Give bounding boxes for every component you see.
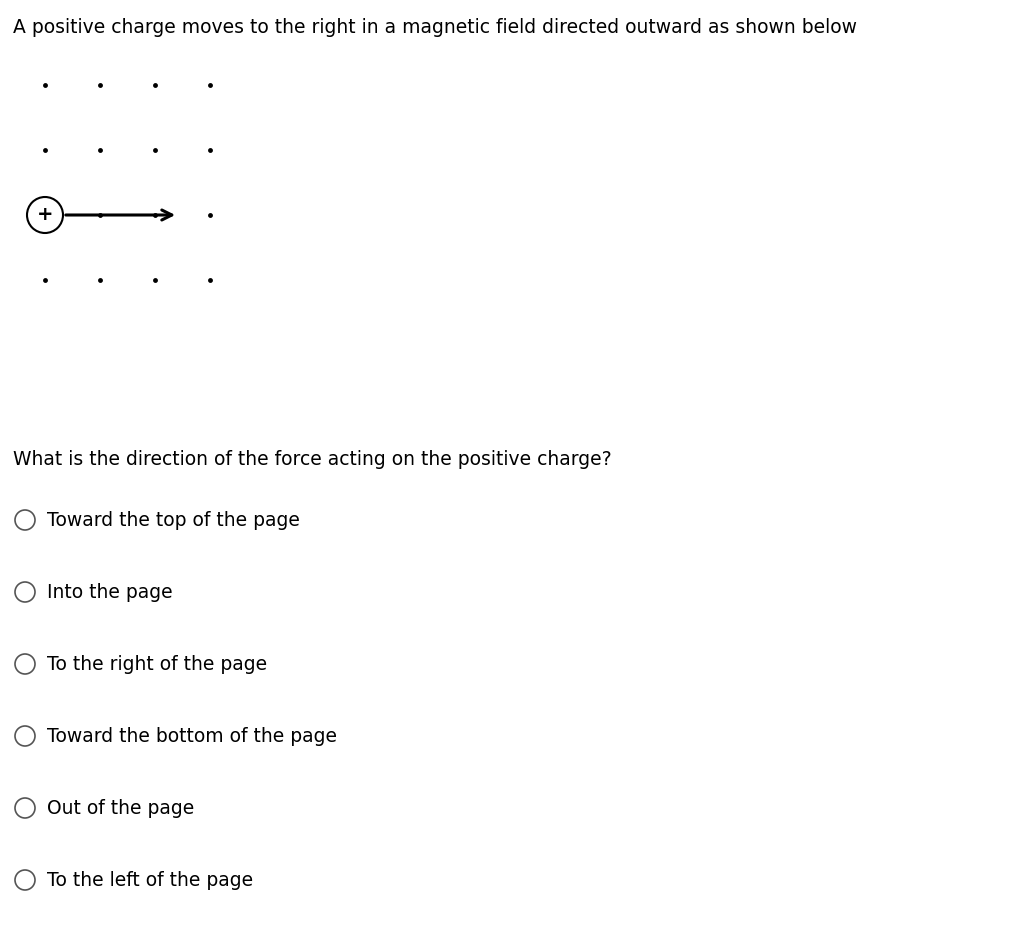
- Text: Toward the top of the page: Toward the top of the page: [47, 510, 300, 529]
- Text: Into the page: Into the page: [47, 582, 172, 601]
- Text: To the right of the page: To the right of the page: [47, 655, 267, 673]
- Text: +: +: [37, 205, 53, 224]
- Text: To the left of the page: To the left of the page: [47, 870, 253, 889]
- Text: A positive charge moves to the right in a magnetic field directed outward as sho: A positive charge moves to the right in …: [13, 18, 857, 37]
- Text: Toward the bottom of the page: Toward the bottom of the page: [47, 727, 337, 746]
- Text: Out of the page: Out of the page: [47, 798, 194, 818]
- Text: What is the direction of the force acting on the positive charge?: What is the direction of the force actin…: [13, 450, 611, 469]
